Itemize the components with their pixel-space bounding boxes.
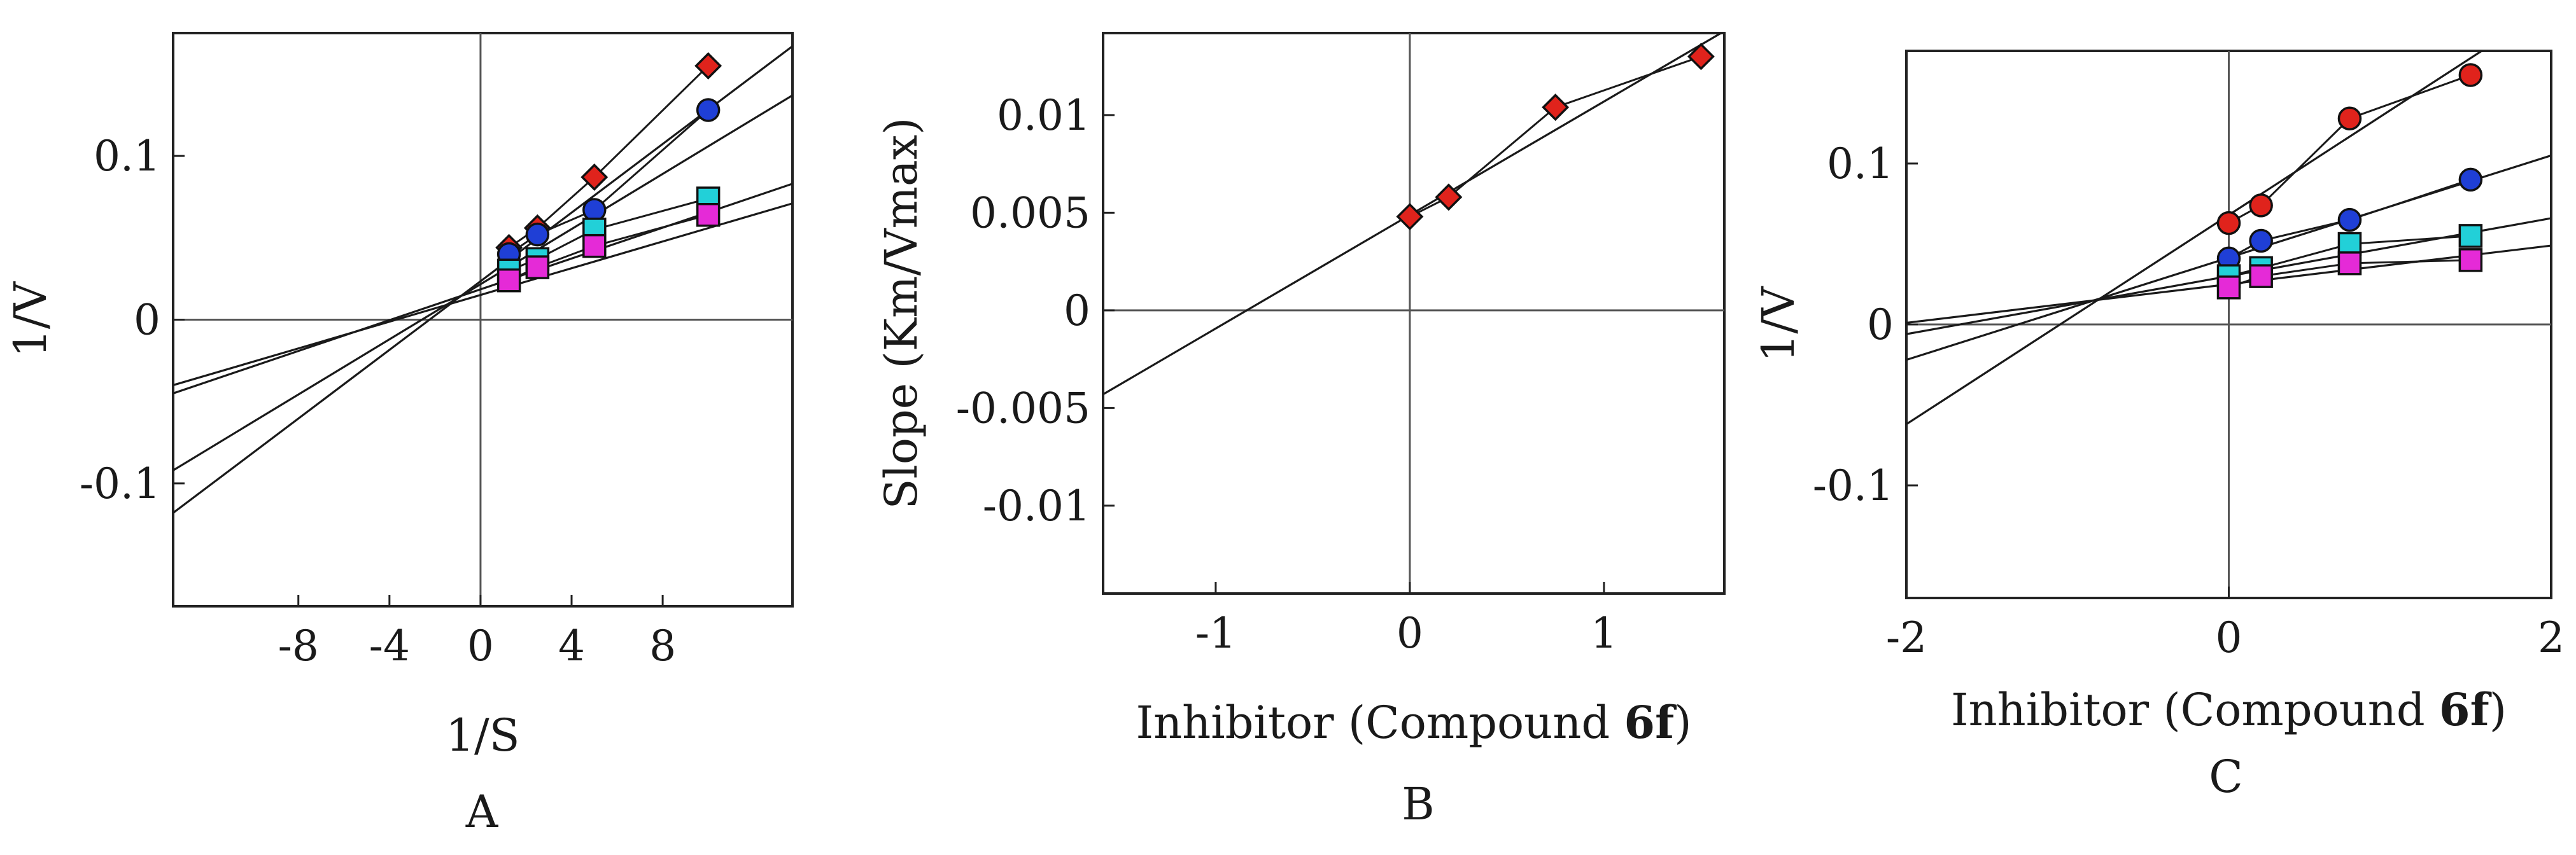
data-connector: [2228, 74, 2471, 224]
data-point: [1396, 203, 1424, 231]
plot-area: [1906, 51, 2551, 426]
data-connector: [2228, 235, 2471, 277]
data-point: [2249, 228, 2273, 253]
series: [1906, 51, 2484, 426]
fit-line: [173, 183, 792, 394]
series: [1906, 154, 2551, 361]
data-point: [496, 268, 521, 293]
data-connector: [2228, 259, 2471, 289]
series: [1906, 244, 2551, 324]
data-connector: [509, 214, 709, 282]
y-tick-label: 0: [1867, 300, 1894, 349]
y-tick-label: 0.01: [997, 91, 1090, 140]
fit-line: [173, 202, 792, 387]
x-tick-label: 4: [558, 622, 585, 671]
data-connector: [508, 65, 709, 249]
data-point: [2458, 167, 2483, 192]
x-tick-label: -2: [1886, 613, 1927, 662]
panel-a: -8 -4 0 4 8 -0.1 0 0.1 1/S 1/V A: [4, 32, 794, 838]
x-tick-label: 1: [1591, 609, 1617, 658]
data-point: [2337, 251, 2362, 275]
y-tick-label: 0: [1064, 286, 1090, 335]
panel-label: A: [465, 786, 499, 838]
data-connector: [508, 109, 709, 255]
data-point: [2337, 207, 2362, 232]
data-point: [694, 52, 722, 80]
y-tick-label: -0.005: [956, 384, 1090, 433]
data-point: [2216, 211, 2241, 235]
fit-line: [173, 45, 792, 514]
fit-line: [173, 94, 792, 471]
plot-area: [173, 45, 792, 514]
data-point: [2458, 248, 2483, 272]
data-point: [1435, 183, 1463, 211]
x-tick-label: 2: [2538, 613, 2565, 662]
series: [1103, 33, 1723, 396]
x-tick-label: 8: [649, 622, 676, 671]
data-point: [1542, 94, 1570, 122]
plot-area: [1103, 33, 1723, 396]
plot-frame: [1102, 32, 1726, 595]
x-axis-label: Inhibitor (Compound 6f): [1951, 683, 2507, 736]
x-tick-label: -8: [278, 622, 319, 671]
y-tick-label: 0.1: [94, 132, 160, 181]
y-axis-label: Slope (Km/Vmax): [875, 118, 927, 510]
panel-c: -2 0 2 -0.1 0 0.1 Inhibitor (Compound 6f) 1/V C: [1752, 50, 2565, 803]
panel-b: -1 0 1 -0.01 -0.005 0 0.005 0.01 Inhibitor (Comp…: [875, 32, 1726, 830]
x-tick-label: 0: [2216, 613, 2242, 662]
y-tick-label: 0: [134, 296, 160, 345]
panel-label: C: [2209, 751, 2243, 803]
y-tick-label: -0.1: [80, 459, 160, 508]
x-axis-label: 1/S: [446, 709, 519, 761]
data-point: [582, 233, 607, 258]
series: [173, 94, 792, 471]
y-axis-label: 1/V: [1752, 286, 1805, 362]
data-point: [581, 163, 609, 191]
data-point: [2458, 224, 2483, 248]
x-tick-label: -1: [1195, 609, 1236, 658]
panel-label: B: [1402, 778, 1434, 830]
data-connector: [2228, 178, 2471, 260]
data-point: [582, 198, 607, 222]
data-point: [2458, 63, 2483, 87]
data-point: [525, 222, 550, 247]
data-connector: [1409, 55, 1701, 218]
data-point: [2216, 275, 2241, 300]
y-tick-label: 0.1: [1827, 139, 1894, 188]
data-point: [696, 98, 721, 122]
x-tick-label: 0: [1397, 609, 1423, 658]
y-tick-label: -0.01: [983, 482, 1090, 531]
data-point: [2337, 106, 2362, 130]
fit-line: [1906, 51, 2484, 426]
data-point: [696, 202, 721, 227]
data-point: [2249, 193, 2273, 218]
data-point: [525, 255, 550, 279]
x-tick-label: -4: [369, 622, 410, 671]
x-axis-label: Inhibitor (Compound 6f): [1136, 696, 1691, 749]
data-connector: [509, 197, 709, 272]
data-point: [2249, 264, 2273, 288]
y-tick-label: 0.005: [970, 188, 1090, 237]
y-axis-label: 1/V: [4, 281, 57, 358]
data-point: [1687, 43, 1715, 71]
series: [173, 202, 792, 387]
y-tick-label: -0.1: [1813, 461, 1894, 510]
x-tick-label: 0: [467, 622, 494, 671]
